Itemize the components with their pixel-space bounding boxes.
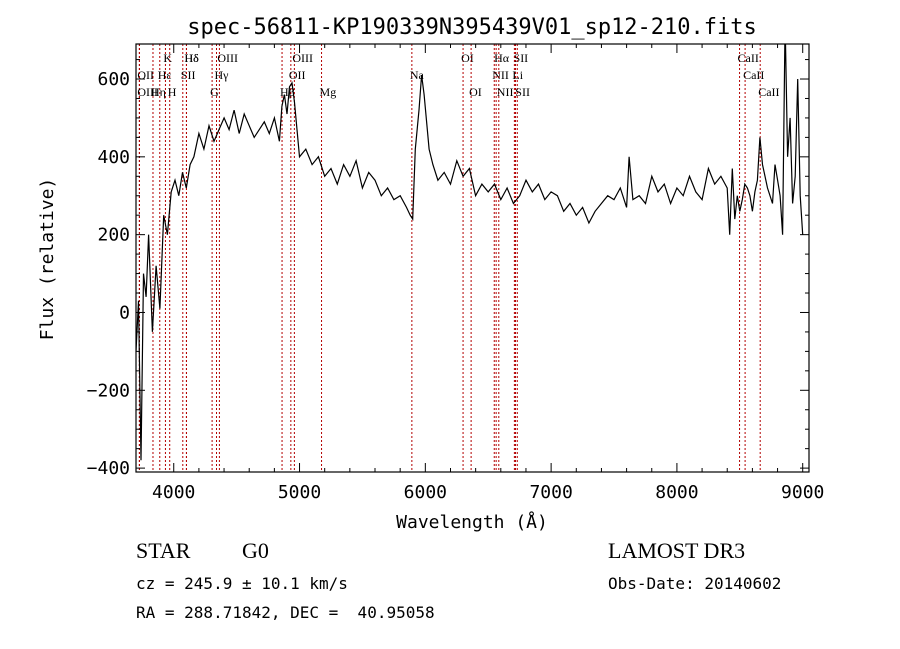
line-marker-label-4: Hη xyxy=(151,85,166,99)
x-tick-label: 4000 xyxy=(152,482,195,503)
x-tick-label: 5000 xyxy=(278,482,321,503)
y-tick-label: 600 xyxy=(97,69,130,90)
spectrum-line xyxy=(136,44,804,461)
line-marker-label-8: Hδ xyxy=(184,51,199,65)
line-marker-label-27: CaII xyxy=(758,85,779,99)
line-marker-label-5: K xyxy=(163,51,172,65)
line-marker-label-19: Hα xyxy=(494,51,510,65)
line-marker-label-20: NII xyxy=(492,68,509,82)
line-marker-label-0: Hδ xyxy=(184,51,199,65)
line-marker-label-26: CaII xyxy=(743,68,764,82)
line-marker-label-1: OII xyxy=(137,68,154,82)
object-class: STAR xyxy=(136,538,191,563)
survey-name: LAMOST DR3 xyxy=(608,538,746,563)
line-marker-label-24: SII xyxy=(515,85,530,99)
line-marker-label-13: OIII xyxy=(292,51,313,65)
line-marker-label-2: Hε xyxy=(158,68,172,82)
x-axis: 4000 5000 6000 7000 8000 9000 xyxy=(152,44,824,503)
sky-coordinates: RA = 288.71842, DEC = 40.95058 xyxy=(136,603,435,622)
y-tick-label: 200 xyxy=(97,225,130,246)
chart-title: spec-56811-KP190339N395439V01_sp12-210.f… xyxy=(187,15,757,40)
x-tick-label: 9000 xyxy=(781,482,824,503)
plot-frame xyxy=(135,43,810,473)
y-tick-label: 400 xyxy=(97,147,130,168)
y-axis: −400 −200 0 200 400 600 xyxy=(87,59,809,479)
redshift-velocity: cz = 245.9 ± 10.1 km/s xyxy=(136,574,348,593)
y-tick-label: 0 xyxy=(119,302,130,323)
x-tick-label: 6000 xyxy=(404,482,447,503)
y-tick-label: −400 xyxy=(87,458,130,479)
line-marker-label-21: NII xyxy=(497,85,514,99)
line-marker-label-22: SII xyxy=(514,51,529,65)
x-tick-label: 7000 xyxy=(529,482,572,503)
line-marker-label-10: Hγ xyxy=(215,68,230,82)
line-marker-label-23: Li xyxy=(512,68,523,82)
line-marker-label-17: OI xyxy=(461,51,474,65)
line-marker-label-18: OI xyxy=(469,85,482,99)
x-tick-label: 8000 xyxy=(655,482,698,503)
line-marker-label-14: OII xyxy=(289,68,306,82)
x-axis-label: Wavelength (Å) xyxy=(396,511,548,533)
y-tick-label: −200 xyxy=(87,380,130,401)
line-marker-label-7: SII xyxy=(181,68,196,82)
line-marker-label-11: G xyxy=(210,85,219,99)
line-marker-label-9: OIII xyxy=(217,51,238,65)
object-subclass: G0 xyxy=(242,538,269,563)
observation-date: Obs-Date: 20140602 xyxy=(608,574,782,593)
line-marker-label-25: CaII xyxy=(738,51,759,65)
line-marker-label-6: H xyxy=(168,85,177,99)
line-marker-label-15: Mg xyxy=(320,85,337,99)
y-axis-label: Flux (relative) xyxy=(37,178,58,341)
